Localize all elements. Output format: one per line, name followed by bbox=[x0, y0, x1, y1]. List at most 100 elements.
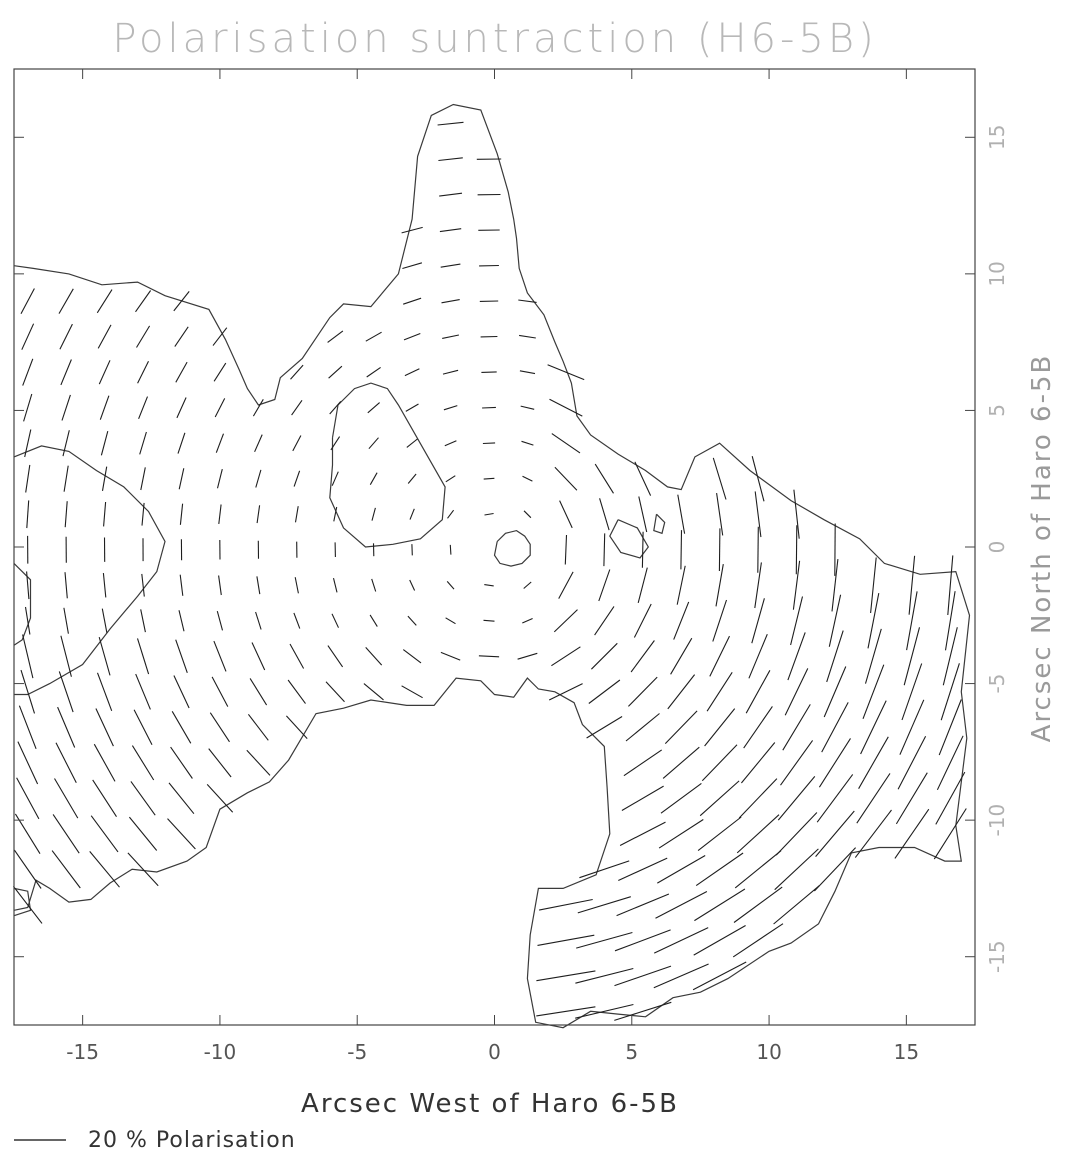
polarisation-vector bbox=[751, 598, 765, 644]
polarisation-vector bbox=[733, 886, 783, 923]
polarisation-vector bbox=[58, 671, 74, 713]
polarisation-vector bbox=[332, 577, 338, 593]
polarisation-vector bbox=[59, 323, 73, 350]
polarisation-vector bbox=[287, 679, 306, 704]
polarisation-vector bbox=[130, 781, 156, 816]
polarisation-vector bbox=[559, 500, 573, 529]
polarisation-vector bbox=[870, 557, 877, 614]
polarisation-vector bbox=[447, 509, 455, 519]
polarisation-vector bbox=[706, 672, 733, 712]
polarisation-vector bbox=[409, 579, 416, 591]
polarisation-vector bbox=[818, 738, 851, 788]
polarisation-vector bbox=[906, 591, 918, 651]
polarisation-vector bbox=[285, 715, 308, 739]
polarisation-vector bbox=[658, 819, 704, 849]
x-tick-label: -5 bbox=[347, 1040, 367, 1064]
polarisation-vector bbox=[699, 780, 740, 817]
polarisation-vector bbox=[26, 571, 30, 600]
polarisation-vector bbox=[136, 325, 151, 348]
polarisation-vector bbox=[484, 584, 494, 587]
y-tick-label: 10 bbox=[985, 261, 1009, 286]
polarisation-vector bbox=[17, 741, 39, 785]
polarisation-vector bbox=[712, 457, 727, 500]
polarisation-vector bbox=[139, 431, 147, 455]
polarisation-vector bbox=[754, 491, 762, 538]
polarisation-vector bbox=[523, 510, 532, 519]
polarisation-vector bbox=[614, 1001, 672, 1021]
polarisation-vector bbox=[598, 569, 611, 602]
polarisation-vector bbox=[133, 709, 153, 745]
polarisation-vector bbox=[402, 649, 422, 664]
polarisation-vector bbox=[483, 477, 495, 480]
polarisation-vector bbox=[653, 963, 709, 989]
contour-outer-north bbox=[13, 103, 971, 1029]
polarisation-vector bbox=[548, 683, 583, 701]
polarisation-vector bbox=[367, 402, 380, 414]
polarisation-vector bbox=[947, 555, 954, 616]
polarisation-vector bbox=[551, 433, 581, 454]
polarisation-vector bbox=[521, 440, 534, 446]
polarisation-vector bbox=[103, 501, 107, 527]
polarisation-vector bbox=[140, 609, 146, 633]
polarisation-vector bbox=[329, 401, 342, 415]
polarisation-vector bbox=[740, 742, 776, 784]
polarisation-vector bbox=[89, 851, 120, 888]
polarisation-vector bbox=[614, 929, 671, 952]
polarisation-vector bbox=[401, 226, 423, 234]
polarisation-vector bbox=[365, 331, 382, 342]
polarisation-vector bbox=[623, 749, 663, 777]
polarisation-vector bbox=[443, 405, 458, 411]
x-tick-label: -15 bbox=[66, 1040, 99, 1064]
polarisation-vector bbox=[695, 852, 744, 887]
polarisation-vector bbox=[575, 1003, 634, 1019]
polarisation-vector bbox=[743, 706, 773, 749]
polarisation-vector bbox=[935, 771, 966, 825]
polarisation-vector bbox=[815, 810, 855, 857]
polarisation-vector bbox=[577, 896, 631, 914]
polarisation-vector bbox=[653, 927, 709, 954]
polarisation-vector bbox=[331, 471, 339, 486]
polarisation-vector bbox=[294, 577, 299, 594]
polarisation-vector bbox=[751, 456, 765, 502]
polarisation-vector bbox=[867, 592, 880, 649]
polarisation-vector bbox=[23, 393, 33, 422]
plot-frame bbox=[13, 68, 976, 1026]
polarisation-vector bbox=[254, 434, 263, 453]
polarisation-vector bbox=[599, 498, 610, 531]
polarisation-vector bbox=[176, 397, 187, 419]
polarisation-vector bbox=[828, 594, 842, 647]
polarisation-vector bbox=[787, 632, 806, 681]
polarisation-vector bbox=[256, 505, 261, 524]
polarisation-vector bbox=[57, 706, 76, 748]
contour-source-circle bbox=[493, 529, 531, 567]
polarisation-vector bbox=[24, 429, 32, 458]
polarisation-vector bbox=[478, 655, 500, 658]
polarisation-vector bbox=[63, 607, 69, 634]
polarisation-vector bbox=[792, 560, 801, 610]
polarisation-vector bbox=[167, 818, 196, 850]
polarisation-vector bbox=[294, 506, 299, 523]
polarisation-vector bbox=[831, 559, 839, 612]
polarisation-vector bbox=[179, 503, 184, 525]
polarisation-vector bbox=[677, 494, 686, 534]
polarisation-vector bbox=[289, 643, 305, 669]
polarisation-vector bbox=[99, 395, 110, 420]
polarisation-vector bbox=[405, 403, 419, 412]
polarisation-vector bbox=[214, 398, 226, 418]
contour-blob-east-2 bbox=[653, 513, 666, 535]
polarisation-vector bbox=[438, 157, 463, 162]
polarisation-vector bbox=[634, 461, 652, 496]
polarisation-vector bbox=[519, 334, 536, 339]
polarisation-vector bbox=[795, 525, 798, 575]
polarisation-vector bbox=[603, 533, 606, 567]
x-tick-label: 0 bbox=[488, 1040, 501, 1064]
polarisation-vector bbox=[897, 736, 927, 790]
polarisation-vector bbox=[712, 599, 728, 642]
polarisation-vector bbox=[862, 664, 885, 719]
polarisation-vector bbox=[25, 464, 31, 493]
polarisation-vector bbox=[26, 500, 30, 529]
y-tick-label: 15 bbox=[985, 125, 1009, 150]
polarisation-vector bbox=[249, 678, 268, 706]
polarisation-vector bbox=[97, 324, 112, 349]
polarisation-vector bbox=[128, 816, 158, 851]
